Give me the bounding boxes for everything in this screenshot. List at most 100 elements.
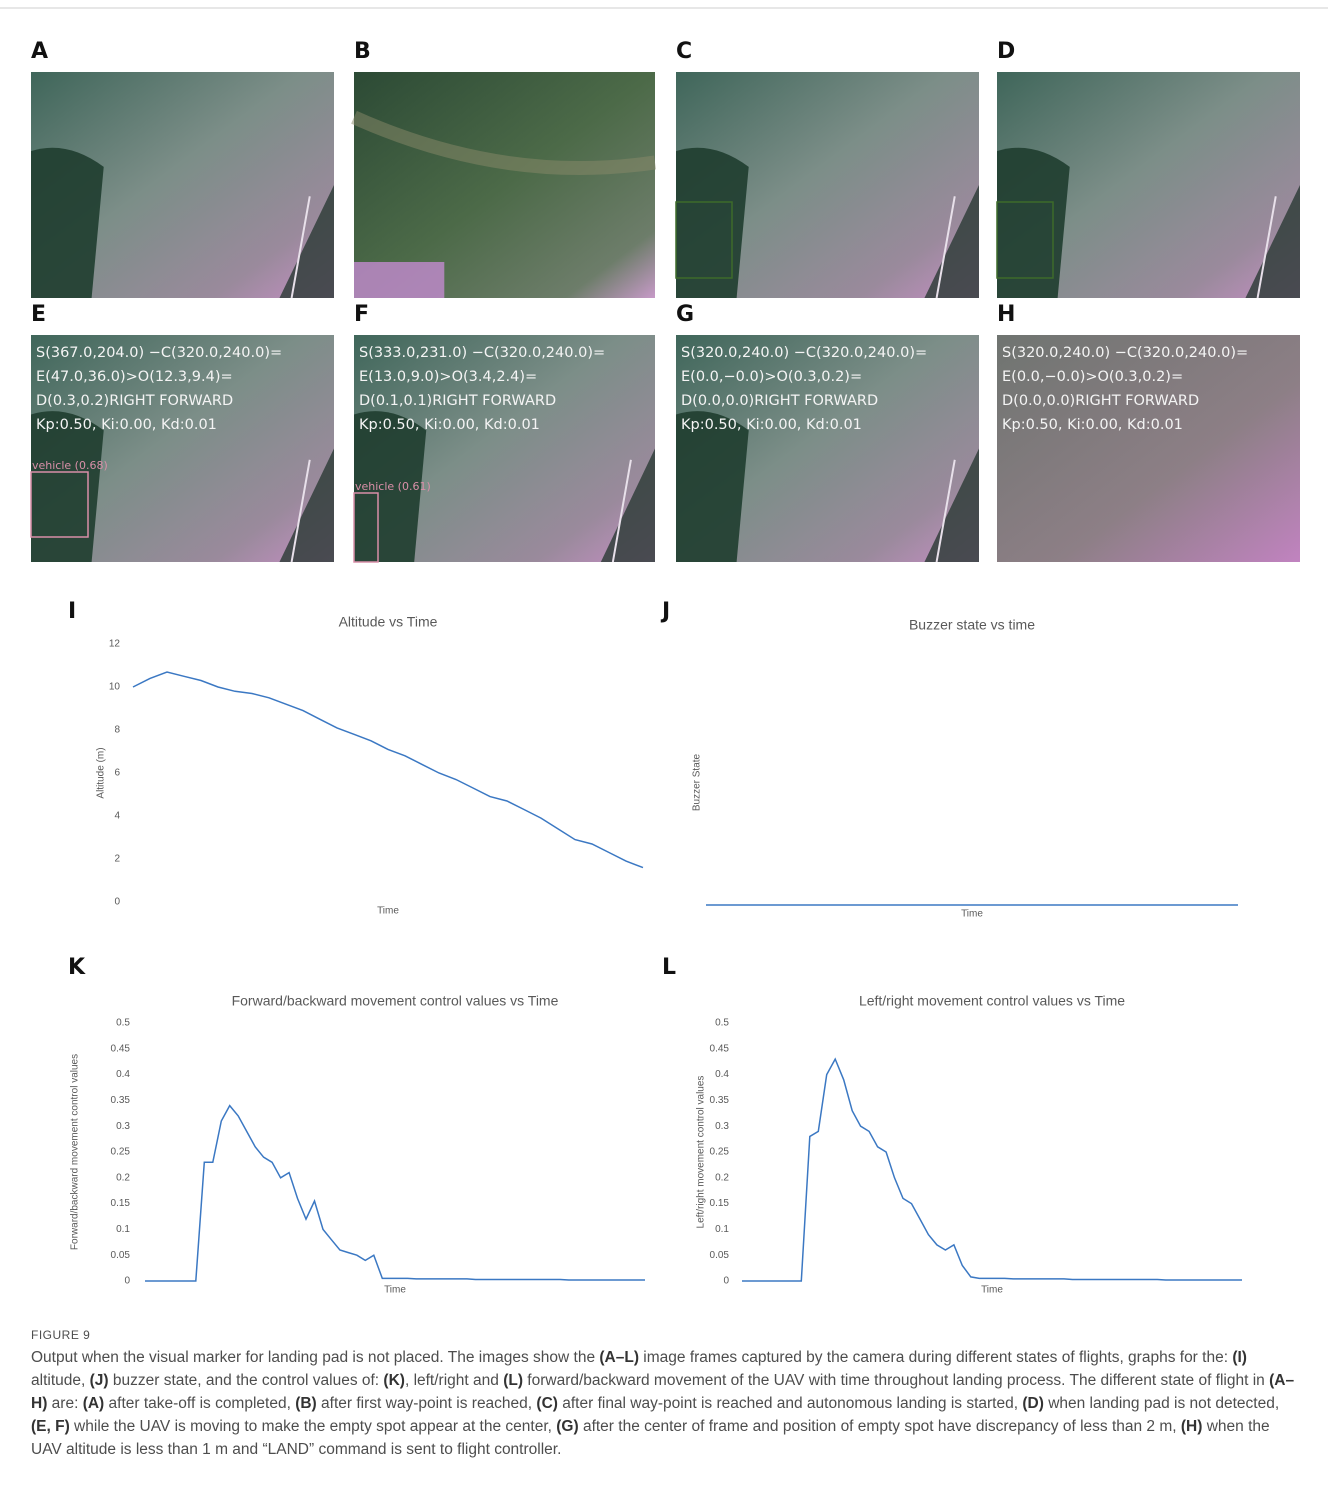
caption-run: image frames captured by the camera duri… [638, 1349, 1233, 1366]
y-tick-label: 0.4 [116, 1069, 130, 1080]
curb [600, 448, 655, 562]
panel-letter: F [354, 302, 369, 327]
detect-box [30, 471, 89, 538]
y-tick-label: 0.15 [111, 1198, 131, 1209]
caption-run: , left/right and [404, 1372, 504, 1389]
detection-label: vehicle (0.61) [355, 480, 431, 493]
data-line [145, 1104, 645, 1282]
caption-run: after final way-point is reached and aut… [557, 1395, 1023, 1412]
overlay-text: E(47.0,36.0)>O(12.3,9.4)= [36, 369, 233, 385]
y-tick-label: 0.15 [710, 1198, 730, 1209]
panel-letter: L [662, 955, 676, 980]
caption-run: (A–H) [31, 1372, 1295, 1412]
caption-run: buzzer state, and the control values of: [108, 1372, 384, 1389]
x-axis-label: Time [981, 1285, 1003, 1296]
y-tick-label: 0.1 [116, 1224, 130, 1235]
photo [31, 335, 334, 563]
caption-run: are: [47, 1395, 83, 1412]
caption-run: Output when the visual marker for landin… [31, 1349, 600, 1366]
photo-bg [997, 335, 1300, 562]
curb [279, 185, 334, 298]
photo [996, 72, 1300, 299]
lane-line [1256, 196, 1277, 299]
photo [675, 72, 979, 299]
y-tick-label: 0.25 [710, 1147, 730, 1158]
lane-line [935, 196, 956, 299]
x-axis-label: Time [384, 1285, 406, 1296]
overlay-text: E(0.0,−0.0)>O(0.3,0.2)= [681, 369, 862, 385]
caption-run: altitude, [31, 1372, 90, 1389]
y-tick-label: 0.3 [715, 1121, 729, 1132]
photo-bg [354, 72, 655, 298]
chart-title: Buzzer state vs time [909, 617, 1035, 633]
overlay-text: Kp:0.50, Ki:0.00, Kd:0.01 [359, 417, 540, 433]
photo [351, 72, 657, 298]
overlay-text: D(0.1,0.1)RIGHT FORWARD [359, 393, 556, 409]
overlay-text: D(0.0,0.0)RIGHT FORWARD [681, 393, 878, 409]
caption-run: when the UAV altitude is less than 1 m a… [31, 1418, 1270, 1458]
caption-run: after the center of frame and position o… [578, 1418, 1181, 1435]
caption-run: after take-off is completed, [104, 1395, 296, 1412]
chart-title: Left/right movement control values vs Ti… [859, 993, 1125, 1009]
caption-run: (D) [1022, 1395, 1044, 1412]
pad [354, 262, 445, 298]
lane-line [611, 459, 632, 563]
panel-letter: H [997, 302, 1015, 327]
overlay-text: Kp:0.50, Ki:0.00, Kd:0.01 [36, 417, 217, 433]
panel-letter: G [676, 302, 694, 327]
caption: FIGURE 9 Output when the visual marker f… [31, 1328, 1303, 1461]
curb [279, 448, 334, 562]
y-tick-label: 2 [114, 854, 120, 865]
vehicle-shape [997, 147, 1070, 298]
overlay-text: Kp:0.50, Ki:0.00, Kd:0.01 [681, 417, 862, 433]
caption-run: (B) [295, 1395, 317, 1412]
y-tick-label: 0.25 [111, 1147, 131, 1158]
figure: A B C D E S(367.0,204.0) −C(320.0,240.0)= E(47… [0, 7, 1328, 1296]
overlay-text: D(0.3,0.2)RIGHT FORWARD [36, 393, 233, 409]
y-tick-label: 6 [114, 768, 120, 779]
data-line [742, 1057, 1242, 1282]
y-axis-label: Forward/backward movement control values [70, 1054, 81, 1250]
lane-line [935, 459, 956, 563]
data-line [132, 671, 644, 869]
vehicle-shape [676, 411, 749, 562]
photo [31, 72, 334, 299]
x-axis-label: Time [377, 906, 399, 917]
panel-letter: A [31, 39, 48, 64]
lane-line [290, 459, 311, 563]
overlay-text: E(0.0,−0.0)>O(0.3,0.2)= [1002, 369, 1183, 385]
y-tick-label: 0.45 [710, 1043, 730, 1054]
vehicle-shape [31, 411, 104, 562]
y-tick-label: 0 [124, 1276, 130, 1287]
photo [354, 335, 655, 563]
detection-label: vehicle (0.68) [32, 459, 108, 472]
curb [1245, 185, 1300, 298]
y-tick-label: 0 [723, 1276, 729, 1287]
overlay-text: S(333.0,231.0) −C(320.0,240.0)= [359, 345, 605, 361]
y-tick-label: 0.2 [116, 1172, 130, 1183]
caption-run: (G) [556, 1418, 579, 1435]
y-tick-label: 0.35 [111, 1095, 131, 1106]
path-strip [351, 110, 657, 175]
overlay-text: S(320.0,240.0) −C(320.0,240.0)= [1002, 345, 1248, 361]
y-tick-label: 0 [114, 897, 120, 908]
overlay-text: Kp:0.50, Ki:0.00, Kd:0.01 [1002, 417, 1183, 433]
detect-box [996, 201, 1054, 279]
y-tick-label: 0.1 [715, 1224, 729, 1235]
panel-letter: J [660, 599, 670, 624]
caption-run: (K) [383, 1372, 405, 1389]
y-tick-label: 0.35 [710, 1095, 730, 1106]
chart-title: Forward/backward movement control values… [232, 993, 559, 1009]
panel-letter: K [68, 955, 86, 980]
detect-box [675, 201, 733, 279]
lane-line [290, 196, 311, 299]
overlay-text: S(367.0,204.0) −C(320.0,240.0)= [36, 345, 282, 361]
y-tick-label: 0.05 [111, 1250, 131, 1261]
overlay-text: E(13.0,9.0)>O(3.4,2.4)= [359, 369, 537, 385]
detect-box [353, 492, 379, 563]
y-tick-label: 0.2 [715, 1172, 729, 1183]
caption-run: (H) [1180, 1418, 1203, 1435]
y-tick-label: 0.05 [710, 1250, 730, 1261]
y-tick-label: 0.4 [715, 1069, 729, 1080]
